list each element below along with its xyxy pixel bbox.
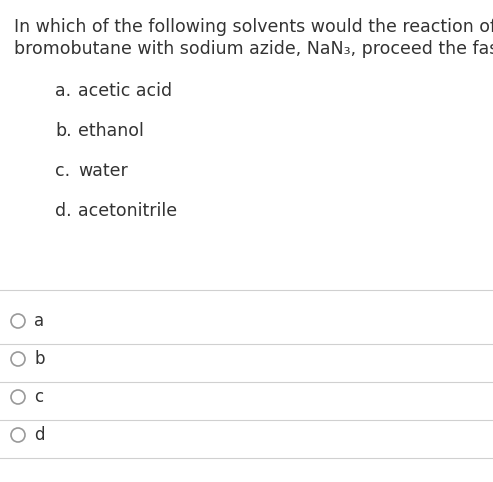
- Text: b.: b.: [55, 122, 71, 140]
- Text: c: c: [34, 388, 43, 406]
- Text: bromobutane with sodium azide, NaN₃, proceed the fastest?: bromobutane with sodium azide, NaN₃, pro…: [14, 40, 493, 58]
- Text: In which of the following solvents would the reaction of 1-: In which of the following solvents would…: [14, 18, 493, 36]
- Text: a: a: [34, 312, 44, 330]
- Text: c.: c.: [55, 162, 70, 180]
- Text: b: b: [34, 350, 44, 368]
- Text: d.: d.: [55, 202, 71, 220]
- Text: a.: a.: [55, 82, 71, 100]
- Text: d: d: [34, 426, 44, 444]
- Text: ethanol: ethanol: [78, 122, 144, 140]
- Text: acetic acid: acetic acid: [78, 82, 172, 100]
- Text: acetonitrile: acetonitrile: [78, 202, 177, 220]
- Text: water: water: [78, 162, 128, 180]
